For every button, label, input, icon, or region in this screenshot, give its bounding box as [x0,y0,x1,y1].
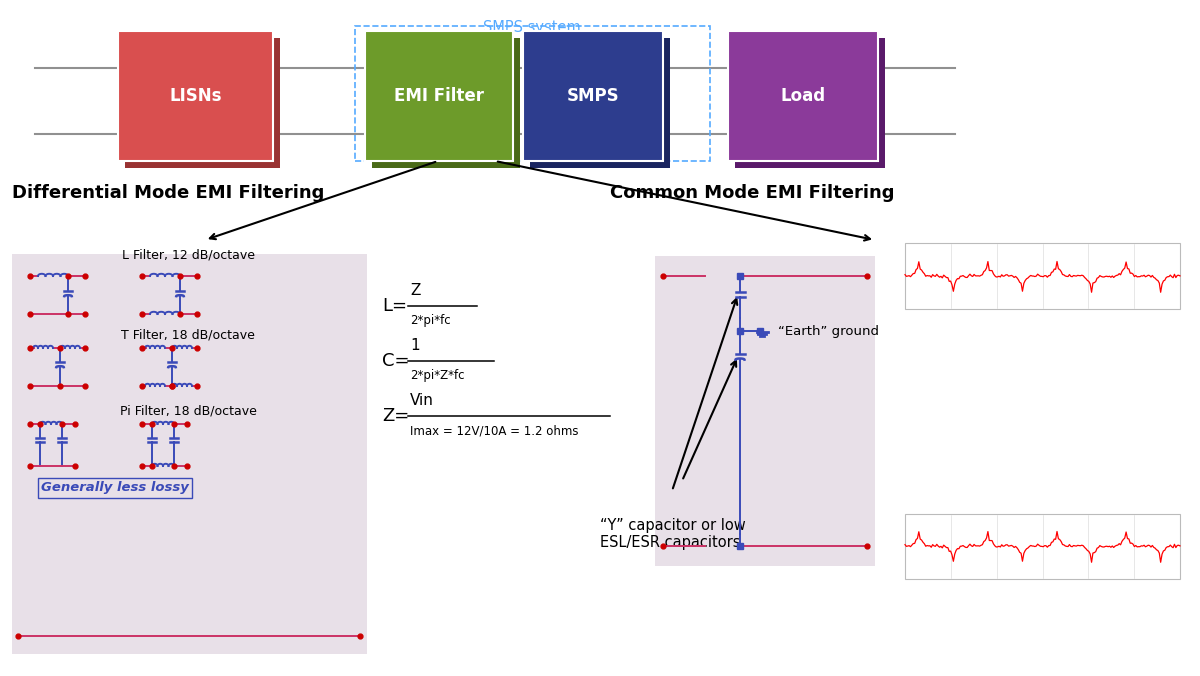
FancyBboxPatch shape [734,38,886,168]
Text: Common Mode EMI Filtering: Common Mode EMI Filtering [610,184,894,202]
Text: “Earth” ground: “Earth” ground [778,324,878,337]
Text: Z: Z [410,283,420,298]
Text: SMPS system: SMPS system [484,20,581,35]
Text: Generally less lossy: Generally less lossy [41,481,188,495]
FancyBboxPatch shape [125,38,280,168]
FancyBboxPatch shape [530,38,670,168]
Text: Load: Load [780,87,826,105]
Bar [905,514,1180,579]
FancyBboxPatch shape [365,31,514,161]
Text: “Y” capacitor or low
ESL/ESR capacitors: “Y” capacitor or low ESL/ESR capacitors [600,518,745,550]
FancyBboxPatch shape [523,31,664,161]
Text: Vin: Vin [410,393,434,408]
Text: 2*pi*Z*fc: 2*pi*Z*fc [410,369,464,382]
FancyBboxPatch shape [372,38,520,168]
FancyBboxPatch shape [728,31,878,161]
Bar [12,254,367,654]
Bar [905,243,1180,308]
Text: T Filter, 18 dB/octave: T Filter, 18 dB/octave [121,328,254,341]
Text: C=: C= [382,352,409,370]
Text: SMPS: SMPS [566,87,619,105]
Text: 1: 1 [410,338,420,353]
Text: 2*pi*fc: 2*pi*fc [410,314,451,327]
Text: Differential Mode EMI Filtering: Differential Mode EMI Filtering [12,184,324,202]
Text: L=: L= [382,297,407,315]
Text: Imax = 12V/10A = 1.2 ohms: Imax = 12V/10A = 1.2 ohms [410,424,578,437]
Text: Pi Filter, 18 dB/octave: Pi Filter, 18 dB/octave [120,404,257,417]
Text: LISNs: LISNs [169,87,222,105]
Text: Z=: Z= [382,407,409,425]
Text: L Filter, 12 dB/octave: L Filter, 12 dB/octave [121,248,254,261]
FancyBboxPatch shape [118,31,274,161]
Bar [655,256,875,566]
Text: EMI Filter: EMI Filter [394,87,484,105]
